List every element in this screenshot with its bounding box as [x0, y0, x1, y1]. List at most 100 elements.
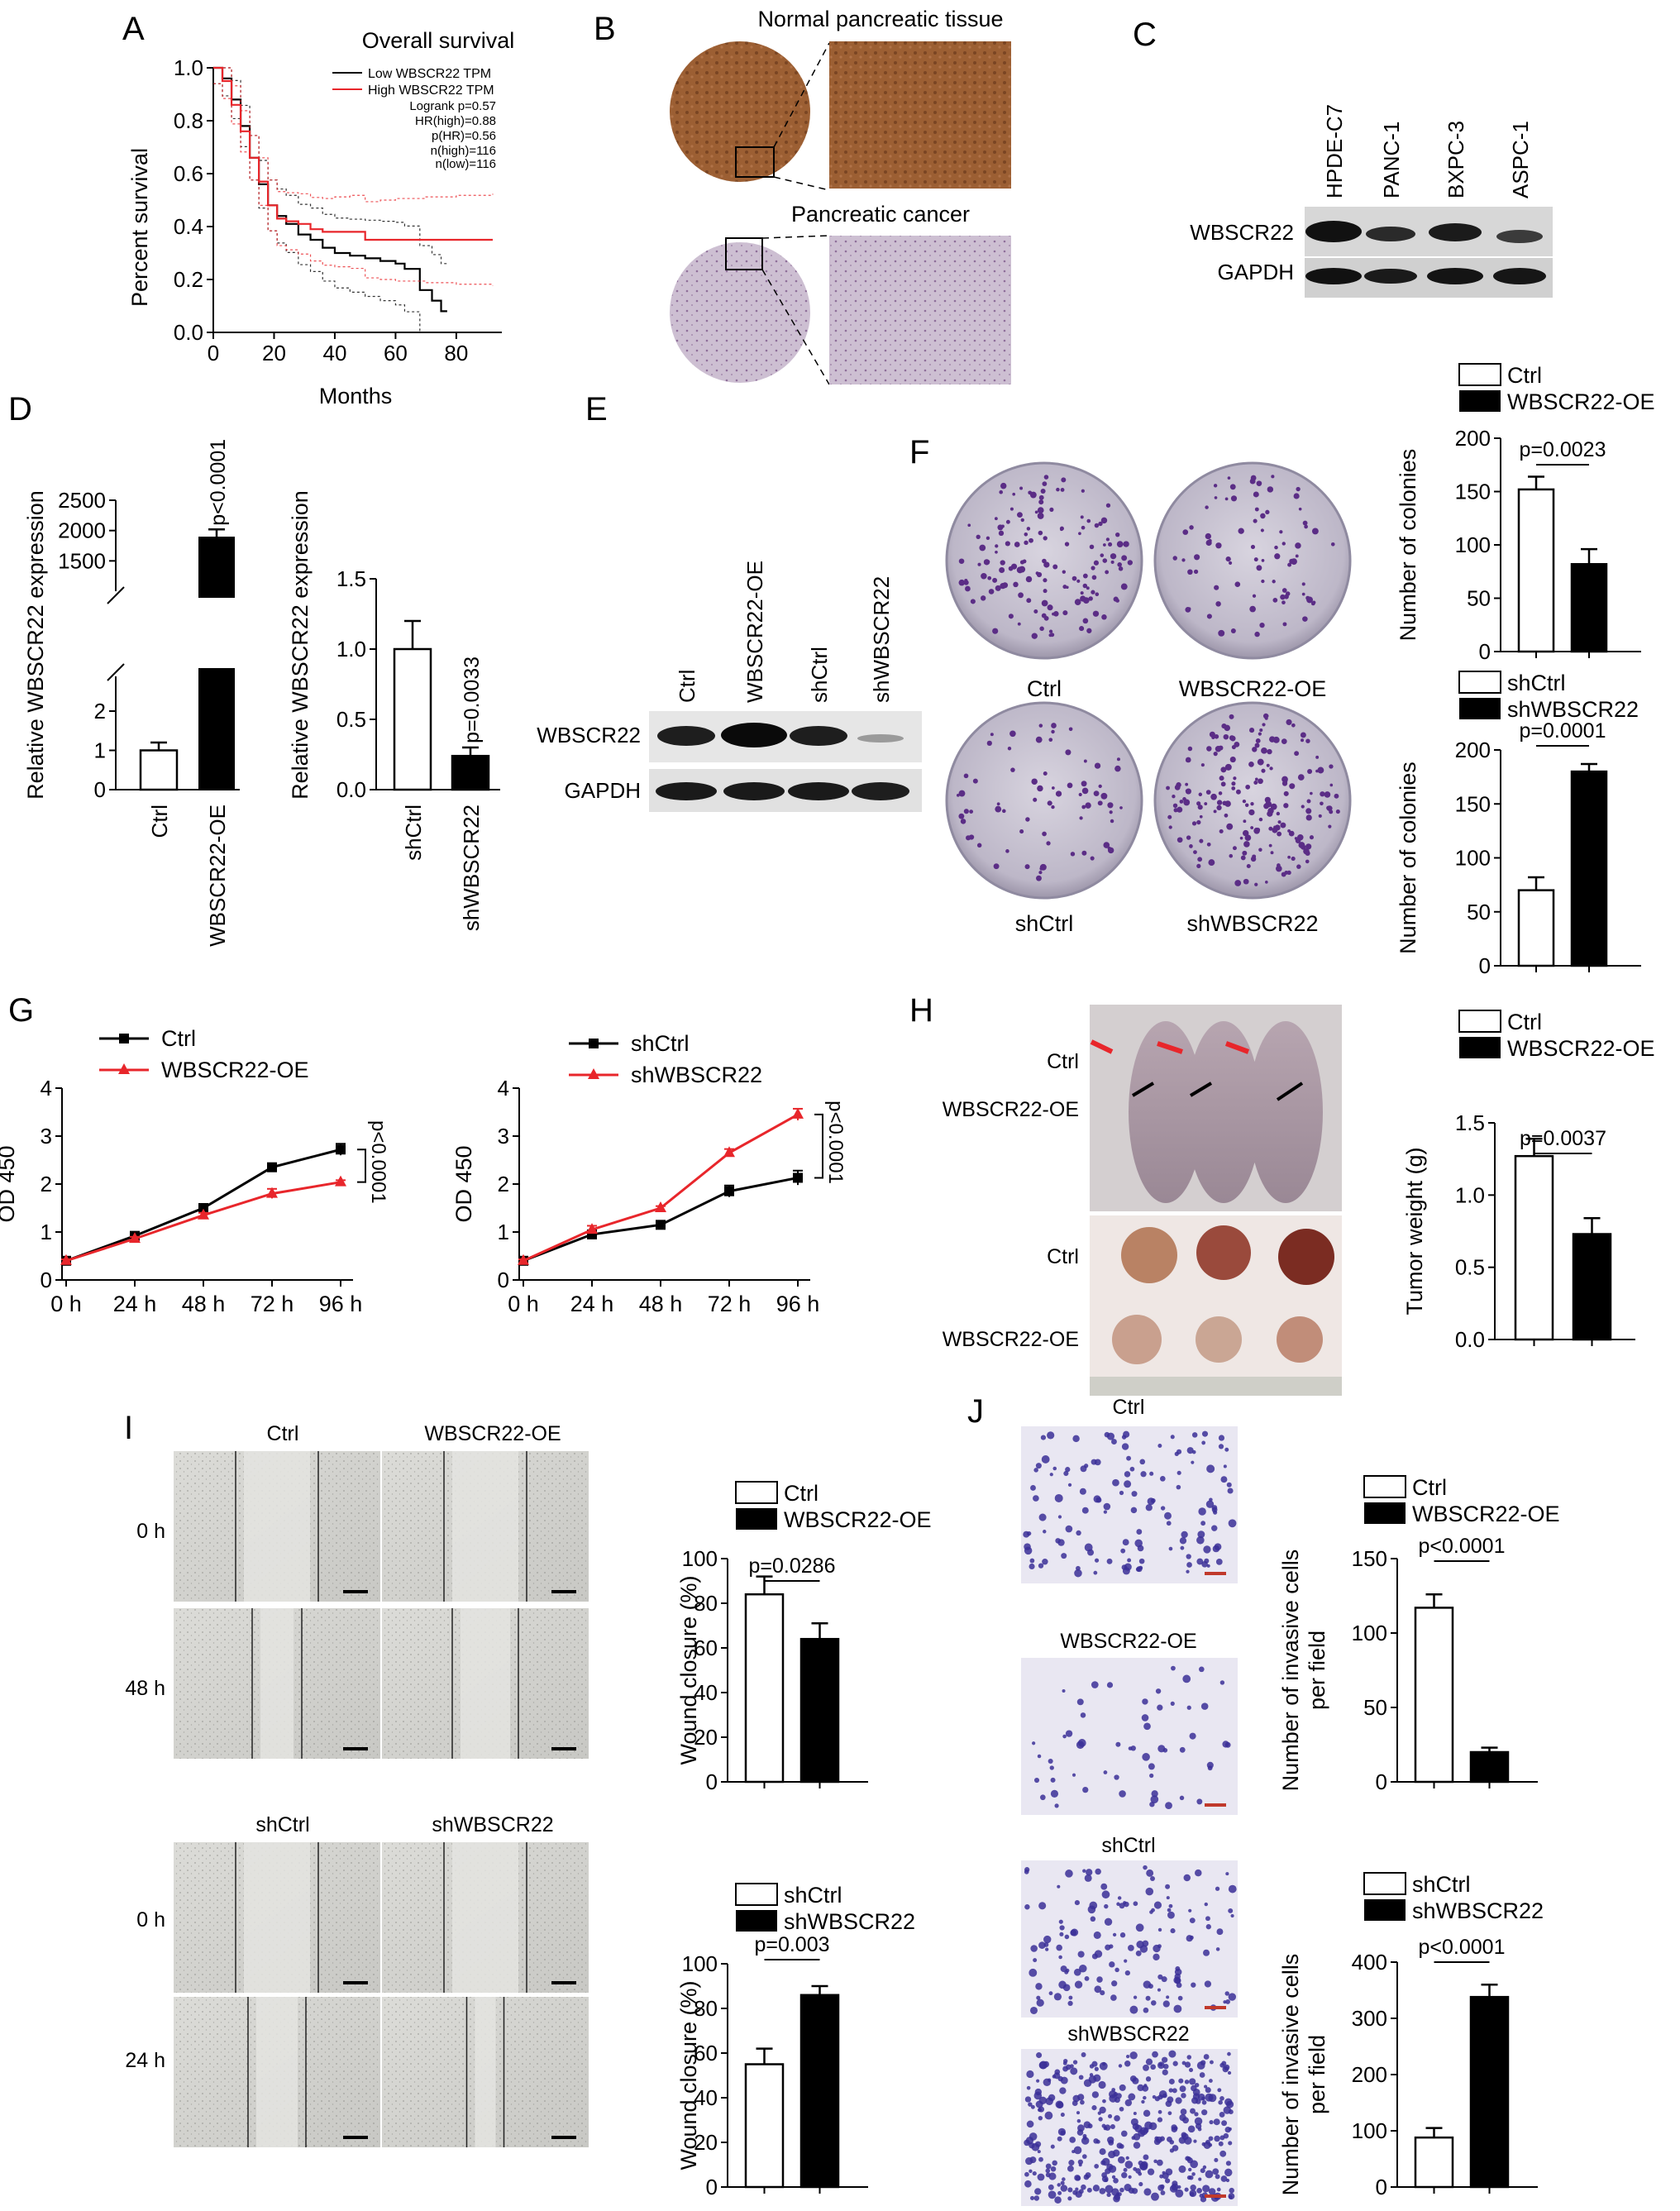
a-ci-1-1 [213, 83, 494, 286]
H-chart-ytick: 0.0 [1455, 1327, 1485, 1352]
cell-dot [1227, 2051, 1231, 2056]
cell-dot [1189, 2078, 1196, 2085]
colony-dot [1266, 763, 1270, 767]
cell-dot [1124, 1480, 1132, 1488]
cell-dot [1186, 2055, 1192, 2060]
cell-dot [1196, 1558, 1204, 1565]
colony-dot [1229, 714, 1234, 719]
a-ytick: 0.8 [174, 108, 203, 133]
colony-dot [1043, 589, 1048, 594]
a-ytick: 0.2 [174, 267, 203, 292]
cell-dot [1182, 2117, 1189, 2124]
colony-dot [1176, 837, 1183, 843]
cell-dot [1105, 2185, 1114, 2194]
colony-dot [1301, 844, 1306, 850]
G-right-p: p<0.0001 [824, 1101, 847, 1184]
G-left-ytick: 4 [41, 1076, 52, 1101]
cell-dot [1153, 1901, 1162, 1909]
scale-bar [551, 1590, 576, 1593]
panel-letter-j: J [967, 1393, 984, 1430]
cell-dot [1030, 2104, 1035, 2109]
G-right-ytick: 1 [498, 1220, 509, 1244]
cell-dot [1142, 1753, 1150, 1761]
colony-dot [1042, 558, 1047, 564]
cell-dot [1133, 2166, 1138, 2171]
cell-dot [1080, 1465, 1087, 1473]
colony-dot [1208, 859, 1215, 867]
colony-dot [1257, 758, 1264, 766]
e-row-gapdh: GAPDH [565, 778, 641, 803]
colony-dot [1229, 853, 1234, 858]
colony-dot [1199, 838, 1204, 843]
cell-dot [1145, 2076, 1152, 2082]
cell-dot [1203, 1545, 1211, 1554]
colony-dot [984, 559, 990, 565]
cell-dot [1215, 2174, 1220, 2180]
colony-dot [1224, 800, 1231, 807]
cell-dot [1165, 1802, 1172, 1810]
J-top-ytick: 50 [1363, 1695, 1387, 1720]
colony-dot [964, 578, 968, 583]
cell-dot [1083, 2079, 1092, 2087]
cell-dot [1093, 1570, 1098, 1575]
cell-dot [1194, 2112, 1199, 2117]
cell-dot [1033, 2195, 1040, 2201]
cell-dot [1129, 1466, 1135, 1472]
cell-dot [1100, 1990, 1105, 1996]
bar-J-bottom-0 [1414, 2136, 1454, 2189]
cell-dot [1057, 2190, 1062, 2195]
i-col-sh: shWBSCR22 [432, 1813, 553, 1836]
cell-dot [1197, 2127, 1202, 2132]
cell-dot [1157, 1988, 1161, 1992]
colony-dot [1216, 805, 1222, 811]
colony-dot [1094, 762, 1101, 769]
G-right-legend-1: shWBSCR22 [631, 1063, 762, 1087]
I-top-legend-filled [736, 1508, 777, 1530]
a-ytick: 0.0 [174, 320, 203, 345]
colony-dot [1012, 492, 1016, 496]
p-value-I-top: p=0.0286 [749, 1554, 836, 1578]
colony-dot [1189, 525, 1194, 530]
J-bottom-ytick: 400 [1352, 1950, 1387, 1975]
cell-dot [1200, 2168, 1205, 2174]
p-value-J-bottom: p<0.0001 [1419, 1936, 1506, 1959]
bar-I-bottom-0 [744, 2063, 785, 2189]
cell-dot [1218, 2141, 1224, 2147]
b-cancer-core-image [670, 242, 810, 383]
F-bottom-legend-label: shWBSCR22 [1507, 697, 1639, 722]
colony-dot [1268, 826, 1273, 831]
cell-dot [1153, 2138, 1161, 2146]
colony-dot [1294, 751, 1300, 757]
colony-dot [1258, 848, 1262, 852]
colony-dot [1031, 633, 1038, 639]
colony-dot [1270, 851, 1274, 855]
J-bottom-legend-filled [1364, 1899, 1406, 1921]
G-left-point [335, 1175, 346, 1187]
cell-dot [1119, 1790, 1126, 1798]
colony-dot [1295, 554, 1299, 558]
i-row-48h: 48 h [125, 1677, 165, 1700]
colony-dot [1272, 827, 1278, 833]
cell-dot [1083, 2174, 1090, 2180]
colony-dot [976, 534, 981, 539]
cell-dot [1227, 2070, 1232, 2075]
cell-dot [1181, 2132, 1187, 2138]
j-img-sh [1021, 2049, 1238, 2206]
colony-dot [1024, 532, 1029, 537]
cell-dot [1224, 2127, 1231, 2133]
cell-dot [1188, 1908, 1192, 1913]
d-right-ytick: 0.0 [336, 777, 366, 802]
cell-dot [1171, 1665, 1176, 1671]
colony-dot [1281, 588, 1287, 593]
colony-dot [1095, 592, 1100, 597]
cell-dot [1215, 1559, 1223, 1565]
f-plate-label-sh: shWBSCR22 [1186, 911, 1318, 936]
colony-dot [1000, 482, 1007, 489]
colony-dot [1081, 850, 1087, 856]
cell-dot [1034, 2088, 1042, 2096]
G-left-ytick: 2 [41, 1172, 52, 1196]
G-right-point [723, 1146, 735, 1158]
F-bottom-ytick: 100 [1455, 846, 1491, 871]
cell-dot [1110, 1994, 1117, 2001]
